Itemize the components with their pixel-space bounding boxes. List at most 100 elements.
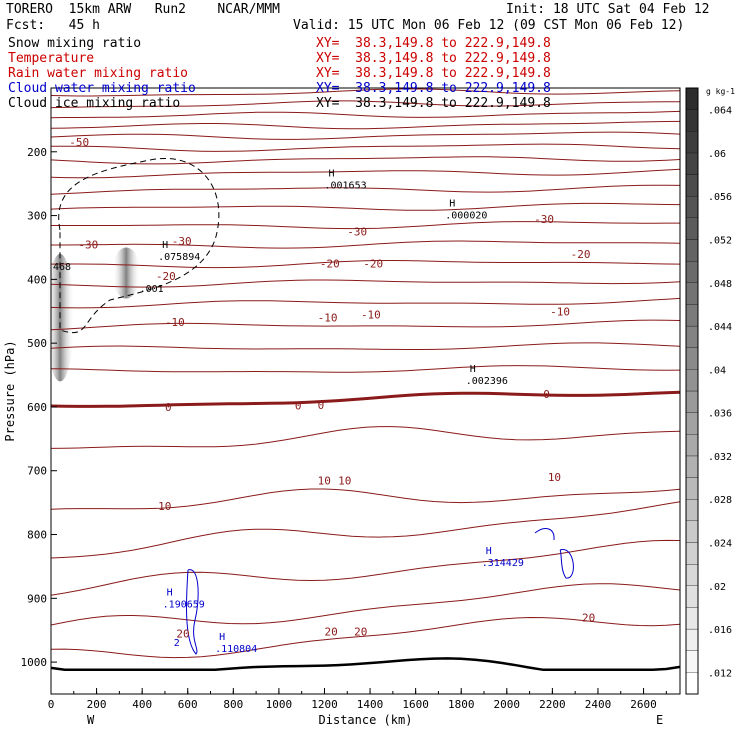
x-tick-label: 2600: [630, 698, 657, 711]
x-tick-label: 200: [87, 698, 107, 711]
field-xy-snow: XY= 38.3,149.8 to 222.9,149.8: [316, 36, 551, 51]
max-marker: H: [470, 364, 476, 375]
field-label-cloud-ice: Cloud ice mixing ratio: [8, 96, 181, 111]
temperature-label: 0: [543, 388, 550, 401]
temperature-contour-line: [50, 100, 681, 109]
max-value-label: .000020: [445, 210, 487, 221]
temperature-label: 20: [324, 625, 337, 638]
colorbar-segment: [685, 607, 699, 630]
max-marker: H: [449, 198, 455, 209]
x-tick-label: 2200: [539, 698, 566, 711]
field-label-snow: Snow mixing ratio: [8, 36, 142, 51]
colorbar-segment: [685, 174, 699, 197]
temperature-contour-line: [50, 260, 681, 269]
colorbar-tick-label: .02: [708, 582, 726, 593]
y-tick-label: 600: [27, 401, 47, 414]
temperature-contour-line: [51, 240, 681, 249]
temperature-label: -20: [156, 270, 176, 283]
temperature-contour-line: [50, 110, 681, 119]
temperature-label: -20: [363, 257, 383, 270]
temperature-contour-line: [50, 184, 681, 195]
colorbar-segment: [685, 260, 699, 283]
temperature-label: 10: [338, 474, 351, 487]
y-tick-label: 200: [27, 146, 47, 159]
temperature-contour-line: [51, 221, 680, 230]
y-axis-label: Pressure (hPa): [3, 340, 17, 441]
x-tick-label: 400: [132, 698, 152, 711]
max-marker: H: [486, 546, 492, 557]
temperature-label: 0: [165, 401, 172, 414]
temperature-contour-line: [50, 120, 681, 130]
temperature-contour-line: [50, 279, 681, 288]
colorbar-segment: [685, 217, 699, 240]
endpoint-west: W: [87, 713, 95, 727]
colorbar-segment: [685, 672, 699, 695]
x-tick-label: 600: [178, 698, 198, 711]
temperature-contour-line: [50, 143, 681, 152]
colorbar-segment: [685, 455, 699, 478]
min-value-label: 2: [174, 638, 180, 649]
temperature-label: -30: [347, 226, 367, 239]
label-layer: -50 -30 -30 -30 -30 -20 -20 -20 -20 -10 -10 -10 -10 0…: [53, 136, 595, 655]
colorbar-tick-label: .044: [708, 322, 732, 333]
max-value-label: .314429: [482, 558, 524, 569]
x-tick-label: 2000: [494, 698, 521, 711]
colorbar-tick-label: .012: [708, 668, 732, 679]
temperature-label: -20: [320, 257, 340, 270]
x-tick-label: 1000: [266, 698, 293, 711]
temperature-label: -10: [361, 308, 381, 321]
colorbar: .012 .016 .02 .024 .028 .032 .036 .04 .044 .048 .0…: [685, 87, 735, 695]
colorbar-segment: [685, 499, 699, 522]
temperature-label: -10: [165, 316, 185, 329]
temperature-contour-line: [50, 365, 681, 373]
temperature-contour-line: [50, 583, 681, 626]
temperature-label: 0: [318, 399, 325, 412]
max-value-label: .075894: [158, 252, 200, 263]
colorbar-segment: [685, 477, 699, 500]
min-value-label: .001: [140, 284, 164, 295]
x-tick-label: 1400: [357, 698, 384, 711]
colorbar-frame: [685, 87, 699, 695]
colorbar-tick-label: .06: [708, 149, 726, 160]
colorbar-unit: g kg-1: [706, 87, 735, 96]
temperature-contour-line: [50, 319, 681, 331]
temperature-contour-line: [50, 539, 681, 596]
snow-shading-1: [112, 247, 141, 299]
min-value-label: 468: [53, 262, 71, 273]
endpoint-east: E: [656, 713, 663, 727]
colorbar-segment: [685, 434, 699, 457]
temperature-label: -30: [78, 238, 98, 251]
temperature-label: 10: [318, 474, 331, 487]
temperature-contour-line: [50, 501, 681, 559]
max-value-label: .110804: [215, 644, 257, 655]
colorbar-tick-label: .016: [708, 625, 732, 636]
colorbar-segment: [685, 196, 699, 219]
field-label-rain: Rain water mixing ratio: [8, 66, 189, 81]
axes-layer: 0 200 400 600 800 1000 1200 1400 1600 1800 2000 220…: [3, 87, 681, 727]
temperature-label: -10: [550, 305, 570, 318]
temperature-label: 10: [158, 500, 171, 513]
colorbar-segment: [685, 109, 699, 132]
temperature-contour-line: [50, 657, 681, 672]
temperature-contour-line: [50, 616, 681, 659]
colorbar-tick-label: .024: [708, 539, 732, 550]
contour-layer: [50, 88, 681, 672]
x-tick-label: 0: [48, 698, 55, 711]
colorbar-segment: [685, 304, 699, 327]
colorbar-segment: [685, 412, 699, 435]
temperature-label: -20: [571, 248, 591, 261]
field-label-cloud-water: Cloud water mixing ratio: [8, 81, 196, 96]
colorbar-segment: [685, 239, 699, 262]
colorbar-segment: [685, 369, 699, 392]
temperature-contour-line: [50, 156, 681, 165]
cloud-water-contour: [185, 569, 199, 655]
temperature-contour-line: [50, 390, 681, 408]
temperature-label: -30: [172, 235, 192, 248]
cloud-ice-contour: [58, 158, 220, 334]
temperature-contour-line: [50, 131, 681, 140]
x-tick-label: 1800: [448, 698, 475, 711]
temperature-contour-line: [50, 426, 681, 449]
colorbar-segment: [685, 87, 699, 110]
max-value-label: .001653: [324, 180, 366, 191]
temperature-label: 20: [176, 627, 189, 640]
